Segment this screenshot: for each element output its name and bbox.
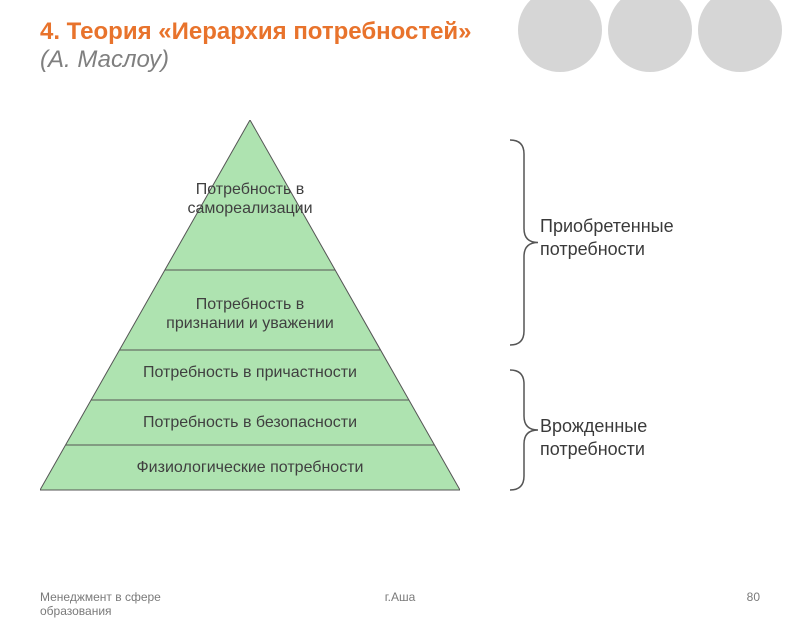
pyramid-tier-1: Потребность впризнании и уважении <box>40 295 460 333</box>
label-innate-needs: Врожденныепотребности <box>540 415 647 460</box>
pyramid-tier-4: Физиологические потребности <box>40 458 460 477</box>
title-line2: (А. Маслоу) <box>40 46 472 74</box>
slide-title: 4. Теория «Иерархия потребностей» (А. Ма… <box>40 18 472 74</box>
pyramid-tier-0: Потребность всамореализации <box>40 180 460 218</box>
diagram-area: Потребность всамореализации Потребность в… <box>40 120 760 520</box>
footer-center: г.Аша <box>40 590 760 604</box>
footer-right: 80 <box>747 590 760 604</box>
title-line1: 4. Теория «Иерархия потребностей» <box>40 18 472 46</box>
pyramid-tier-3: Потребность в безопасности <box>40 413 460 432</box>
pyramid-tier-2: Потребность в причастности <box>40 363 460 382</box>
label-acquired-needs: Приобретенныепотребности <box>540 215 674 260</box>
